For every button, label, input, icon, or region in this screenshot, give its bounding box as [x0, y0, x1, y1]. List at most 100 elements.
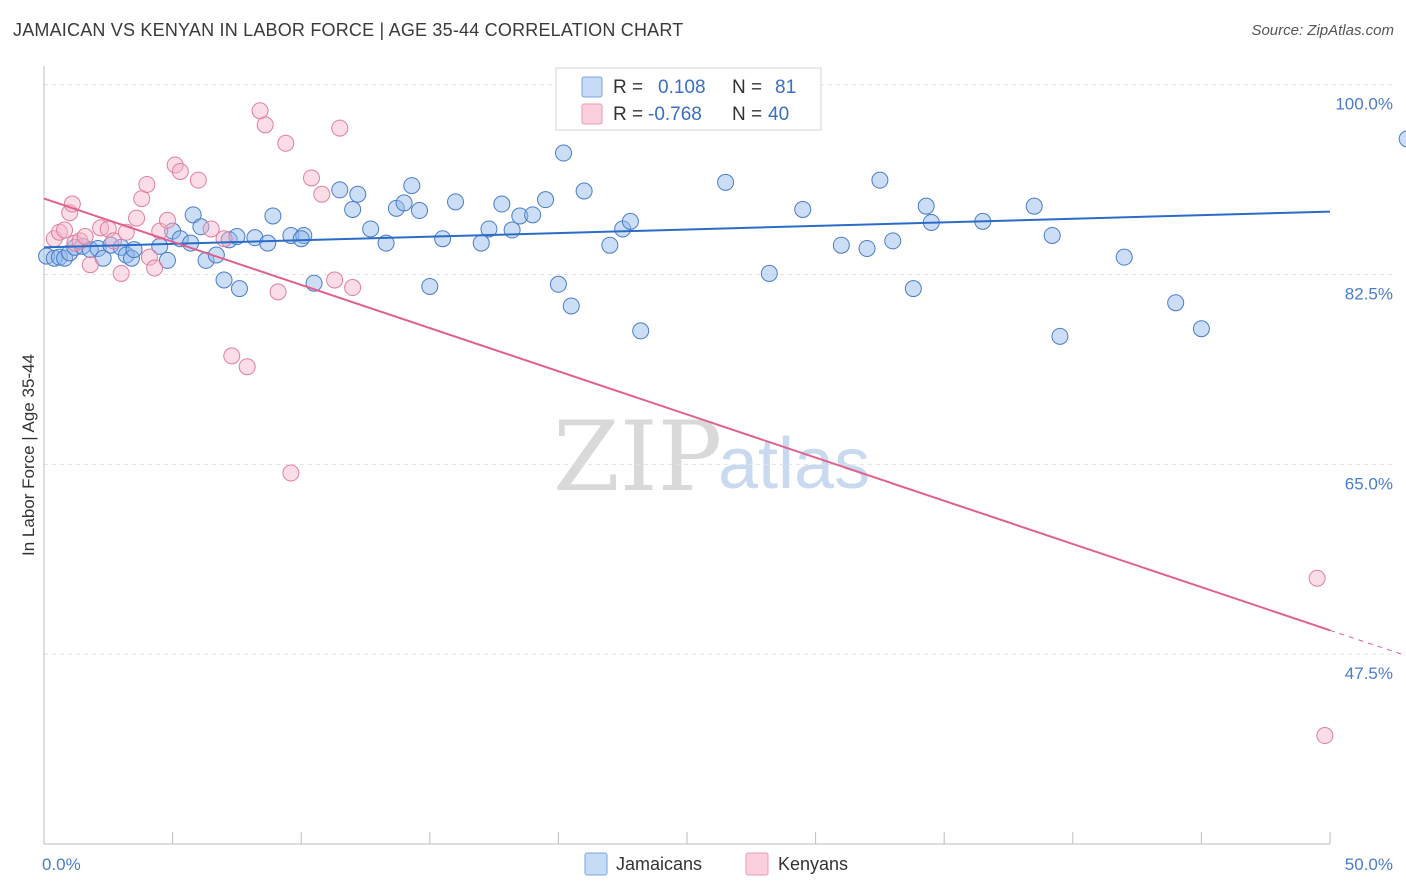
point-kenyans — [238, 358, 256, 376]
point-kenyans — [223, 347, 241, 365]
point-jamaicans — [230, 280, 248, 298]
y-axis-label: In Labor Force | Age 35-44 — [19, 354, 38, 556]
point-jamaicans — [524, 206, 542, 224]
point-jamaicans — [555, 144, 573, 162]
point-kenyans — [256, 116, 274, 134]
legend-n-label-kenyans: N = — [732, 104, 762, 125]
point-jamaicans — [511, 207, 529, 225]
point-kenyans — [1308, 569, 1326, 587]
trend-line-jamaicans — [43, 210, 1331, 249]
point-jamaicans — [480, 220, 498, 238]
y-tick-labels: 100.0% 82.5% 65.0% 47.5% — [1335, 95, 1393, 683]
legend-r-value-jamaicans: 0.108 — [658, 77, 706, 98]
legend-swatch-kenyans — [581, 103, 603, 125]
point-jamaicans — [493, 195, 511, 213]
point-kenyans — [56, 221, 74, 239]
point-kenyans — [158, 211, 176, 229]
point-jamaicans — [89, 239, 107, 257]
point-kenyans — [81, 256, 99, 274]
x-tick-label-max: 50.0% — [1345, 855, 1393, 874]
point-kenyans — [76, 228, 94, 246]
trend-lines — [43, 197, 1406, 657]
point-jamaicans — [1043, 226, 1061, 244]
point-jamaicans — [228, 228, 246, 246]
point-jamaicans — [259, 234, 277, 252]
legend-n-value-jamaicans: 81 — [775, 77, 796, 98]
point-kenyans — [133, 190, 151, 208]
y-tick-label: 100.0% — [1335, 95, 1393, 114]
point-jamaicans — [264, 207, 282, 225]
legend-r-label-kenyans: R = — [613, 104, 643, 125]
legend-r-label-jamaicans: R = — [613, 77, 643, 98]
trend-line-kenyans-extrapolated — [1329, 629, 1406, 657]
point-jamaicans — [45, 249, 63, 267]
point-kenyans — [138, 175, 156, 193]
point-jamaicans — [537, 191, 555, 209]
legend-r-value-kenyans: -0.768 — [648, 104, 702, 125]
point-jamaicans — [349, 185, 367, 203]
series-legend: Jamaicans Kenyans — [584, 852, 848, 876]
point-kenyans — [326, 271, 344, 289]
point-kenyans — [146, 259, 164, 277]
trend-line-kenyans — [43, 197, 1331, 632]
point-kenyans — [128, 209, 146, 227]
point-jamaicans — [1167, 294, 1185, 312]
point-jamaicans — [292, 230, 310, 248]
bottom-legend-label-jamaicans: Jamaicans — [616, 854, 702, 874]
point-kenyans — [331, 119, 349, 137]
point-jamaicans — [858, 239, 876, 257]
point-kenyans — [215, 230, 233, 248]
x-tick-marks — [43, 832, 1331, 844]
y-tick-label: 65.0% — [1345, 474, 1393, 493]
point-jamaicans — [331, 181, 349, 199]
point-kenyans — [344, 279, 362, 297]
point-jamaicans — [717, 173, 735, 191]
point-jamaicans — [575, 182, 593, 200]
point-jamaicans — [621, 212, 639, 230]
point-jamaicans — [395, 194, 413, 212]
point-jamaicans — [632, 322, 650, 340]
point-jamaicans — [50, 248, 68, 266]
bottom-legend-swatch-kenyans — [745, 852, 769, 876]
point-jamaicans — [601, 236, 619, 254]
point-jamaicans — [1025, 197, 1043, 215]
point-kenyans — [1316, 727, 1334, 745]
point-jamaicans — [56, 249, 74, 267]
point-jamaicans — [871, 171, 889, 189]
point-kenyans — [282, 464, 300, 482]
point-kenyans — [277, 134, 295, 152]
legend-swatch-jamaicans — [581, 76, 603, 98]
legend-n-value-kenyans: 40 — [768, 104, 789, 125]
point-jamaicans — [207, 246, 225, 264]
point-kenyans — [63, 195, 81, 213]
point-jamaicans — [344, 200, 362, 218]
chart-source: Source: ZipAtlas.com — [1251, 22, 1394, 39]
point-kenyans — [171, 162, 189, 180]
point-jamaicans — [215, 271, 233, 289]
point-jamaicans — [1398, 130, 1406, 148]
point-jamaicans — [184, 206, 202, 224]
point-jamaicans — [362, 220, 380, 238]
point-jamaicans — [1051, 327, 1069, 345]
data-points — [38, 102, 1406, 745]
point-jamaicans — [192, 218, 210, 236]
point-jamaicans — [447, 193, 465, 211]
legend-n-label-jamaicans: N = — [732, 77, 762, 98]
chart-title: JAMAICAN VS KENYAN IN LABOR FORCE | AGE … — [13, 20, 684, 40]
bottom-legend-swatch-jamaicans — [584, 852, 608, 876]
stats-legend: R = 0.108 N = 81 R = -0.768 N = 40 — [555, 67, 822, 131]
point-jamaicans — [403, 177, 421, 195]
point-jamaicans — [377, 234, 395, 252]
point-jamaicans — [562, 297, 580, 315]
point-kenyans — [302, 169, 320, 187]
point-jamaicans — [1115, 248, 1133, 266]
point-jamaicans — [472, 234, 490, 252]
y-tick-label: 82.5% — [1345, 285, 1393, 304]
point-jamaicans — [917, 197, 935, 215]
point-kenyans — [313, 185, 331, 203]
point-kenyans — [189, 171, 207, 189]
point-kenyans — [251, 102, 269, 120]
point-kenyans — [140, 248, 158, 266]
point-jamaicans — [884, 232, 902, 250]
